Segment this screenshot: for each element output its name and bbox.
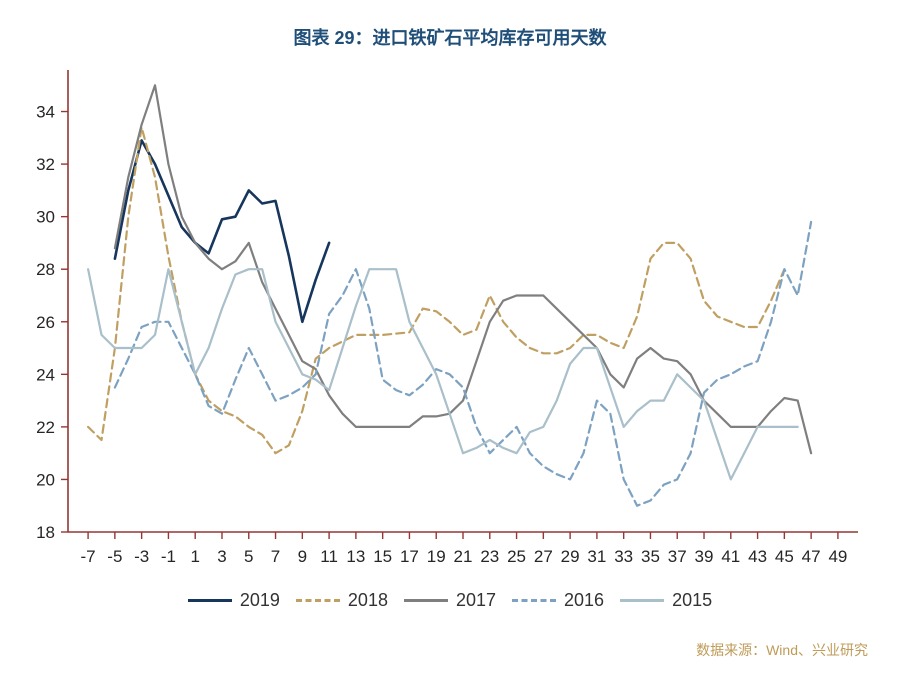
x-tick-label: 43 [748,547,767,566]
y-tick-label: 32 [36,155,55,174]
x-tick-label: 11 [320,547,338,566]
y-tick-label: 24 [36,365,55,384]
x-tick-label: 21 [454,547,473,566]
x-tick-label: 37 [668,547,687,566]
legend-line-sample [295,599,340,602]
series-line-2016 [113,220,813,507]
x-tick-label: 45 [775,547,794,566]
x-tick-label: 25 [507,547,526,566]
x-tick-label: -3 [134,547,149,566]
x-tick-label: 19 [427,547,446,566]
x-tick-label: -5 [107,547,122,566]
x-tick-label: 41 [721,547,740,566]
x-tick-label: 35 [641,547,660,566]
y-tick-label: 34 [36,103,55,122]
x-tick-label: 31 [587,547,606,566]
x-tick-label: 23 [480,547,499,566]
series-line-2015 [86,268,799,481]
x-tick-label: 7 [271,547,280,566]
series-line-2017 [113,84,813,455]
legend-line-sample [187,599,232,602]
y-tick-label: 22 [36,418,55,437]
series-line-2019 [113,139,331,324]
legend-line-sample [403,599,448,602]
x-tick-label: -7 [81,547,96,566]
x-tick-label: 17 [400,547,419,566]
x-tick-label: 9 [298,547,307,566]
legend-item-2015: 2015 [620,590,712,611]
legend-label: 2017 [455,590,497,610]
source-note: 数据来源：Wind、兴业研究 [696,642,868,658]
x-tick-label: -1 [161,547,176,566]
chart-legend: 2019 2018 2017 2016 2015 [0,590,900,611]
legend-item-2019: 2019 [187,590,280,611]
x-tick-label: 3 [217,547,226,566]
x-tick-label: 1 [190,547,199,566]
y-tick-label: 26 [36,313,55,332]
legend-label: 2019 [239,590,280,610]
x-tick-label: 49 [828,547,847,566]
y-tick-label: 30 [36,208,55,227]
legend-line-sample [620,599,665,602]
x-tick-label: 47 [802,547,821,566]
legend-item-2018: 2018 [295,590,388,611]
x-tick-label: 15 [373,547,392,566]
x-tick-label: 33 [614,547,633,566]
y-tick-label: 28 [36,260,55,279]
legend-label: 2016 [564,590,605,610]
x-tick-label: 27 [534,547,553,566]
x-tick-label: 5 [244,547,253,566]
x-tick-label: 39 [695,547,714,566]
x-tick-label: 13 [346,547,365,566]
y-tick-label: 18 [36,523,55,542]
legend-label: 2018 [347,590,388,610]
legend-label: 2015 [672,590,713,610]
x-tick-label: 29 [561,547,580,566]
legend-item-2016: 2016 [512,590,604,611]
series-line-2018 [86,126,786,455]
chart-title: 图表 29：进口铁矿石平均库存可用天数 [293,28,607,48]
legend-item-2017: 2017 [403,590,497,611]
legend-line-sample [512,599,557,602]
y-tick-label: 20 [36,470,55,489]
